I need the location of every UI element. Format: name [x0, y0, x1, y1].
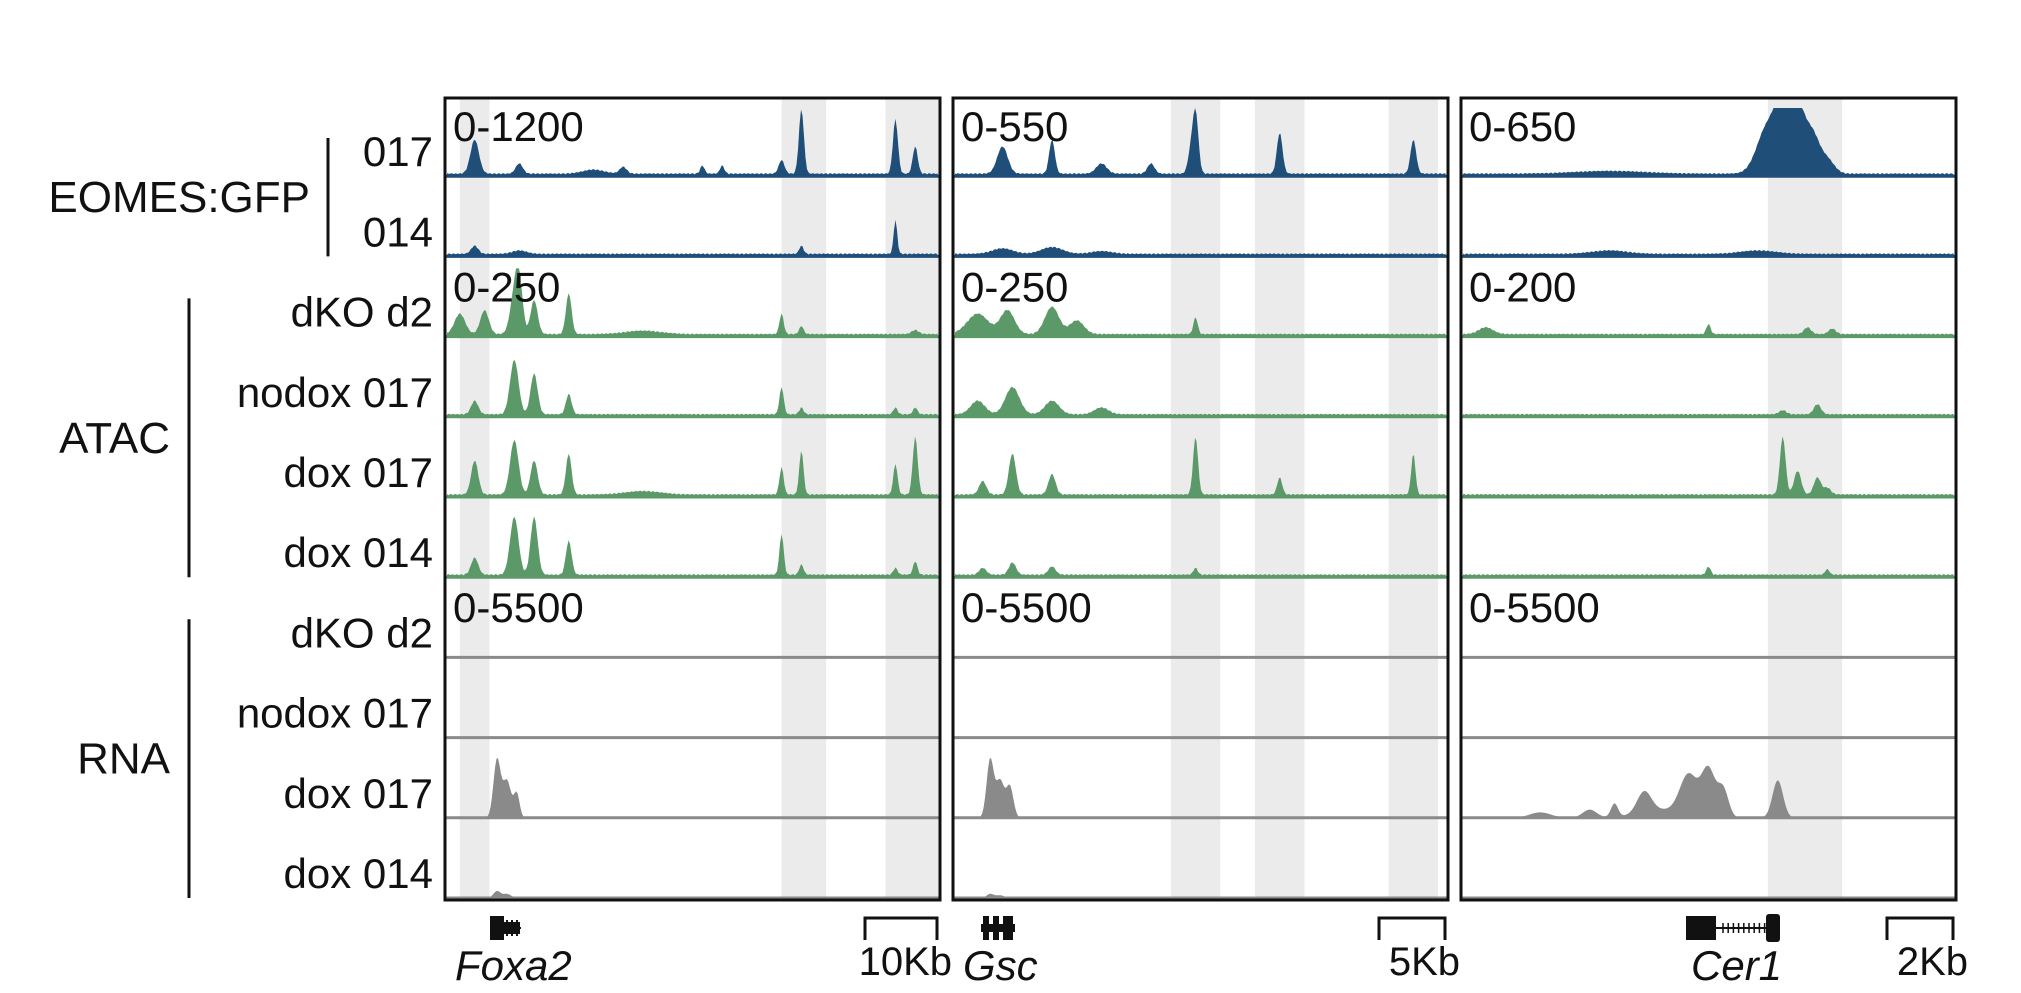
signal-track — [447, 516, 938, 578]
group-label: ATAC — [59, 414, 170, 463]
signal-track — [447, 436, 938, 497]
panel-frame — [443, 96, 942, 902]
track-label: dox 017 — [284, 770, 433, 817]
signal-track — [955, 246, 1446, 257]
gene-name: Gsc — [963, 942, 1038, 989]
data-range-label: 0-650 — [1469, 103, 1576, 150]
signal-track — [1463, 404, 1954, 417]
highlight-band — [459, 98, 490, 900]
signal-track — [447, 758, 938, 818]
signal-track — [447, 219, 938, 257]
signal-track — [447, 268, 938, 337]
highlight-band — [885, 98, 940, 900]
panel-frames — [443, 96, 1958, 902]
highlight-band — [1388, 98, 1439, 900]
scale-bar-label: 2Kb — [1897, 940, 1968, 984]
highlight-regions — [459, 98, 1843, 900]
highlight-band — [1767, 98, 1843, 900]
data-range-label: 0-5500 — [961, 584, 1092, 631]
track-label: dox 014 — [284, 529, 433, 576]
signal-track — [1463, 566, 1954, 578]
highlight-band — [781, 98, 827, 900]
scale-bar — [863, 916, 939, 940]
signal-track — [1463, 765, 1954, 818]
data-range-label: 0-5500 — [1469, 584, 1600, 631]
gene-intron — [981, 924, 1015, 932]
track-label: nodox 017 — [237, 369, 433, 416]
track-label: dKO d2 — [291, 609, 433, 656]
scale-bar-label: 5Kb — [1389, 940, 1460, 984]
data-range-label: 0-1200 — [453, 103, 584, 150]
scale-bar — [1885, 916, 1955, 940]
scale-bar-label: 10Kb — [859, 940, 952, 984]
signal-track — [955, 386, 1446, 417]
data-range-label: 0-200 — [1469, 263, 1576, 310]
scale-bar — [1377, 916, 1447, 940]
highlight-band — [1254, 98, 1305, 900]
panel-frame — [1459, 96, 1958, 902]
signal-tracks — [445, 108, 1956, 900]
gene-annotations: Foxa2 10Kb Gsc 5Kb Cer1 2Kb — [455, 914, 1968, 989]
group-label: EOMES:GFP — [48, 173, 310, 222]
gene-exon — [1766, 914, 1780, 942]
group-labels: EOMES:GFP ATAC RNA — [48, 138, 330, 898]
panel-frame — [951, 96, 1450, 902]
data-range-label: 0-550 — [961, 103, 1068, 150]
track-label: dKO d2 — [291, 289, 433, 336]
track-label: nodox 017 — [237, 690, 433, 737]
highlight-band — [1170, 98, 1221, 900]
track-label: 017 — [363, 128, 433, 175]
gene-name: Cer1 — [1691, 942, 1782, 989]
row-labels: 017 014 dKO d2 nodox 017 dox 017 dox 014 dKO d… — [237, 128, 433, 897]
signal-track — [1463, 249, 1954, 257]
data-range-label: 0-5500 — [453, 584, 584, 631]
group-label: RNA — [77, 735, 171, 784]
data-range-label: 0-250 — [961, 263, 1068, 310]
signal-track — [1463, 323, 1954, 337]
gene-exon — [1706, 920, 1716, 936]
range-labels: 0-1200 0-250 0-5500 0-550 0-250 0-5500 0-650 0-… — [453, 103, 1600, 631]
signal-track — [955, 306, 1446, 337]
signal-track — [447, 359, 938, 417]
signal-track — [1463, 436, 1954, 497]
track-label: 014 — [363, 208, 433, 255]
track-label: dox 014 — [284, 850, 433, 897]
data-range-label: 0-250 — [453, 263, 560, 310]
track-label: dox 017 — [284, 449, 433, 496]
gene-name: Foxa2 — [455, 942, 572, 989]
signal-track — [955, 757, 1446, 818]
signal-track — [955, 108, 1446, 177]
